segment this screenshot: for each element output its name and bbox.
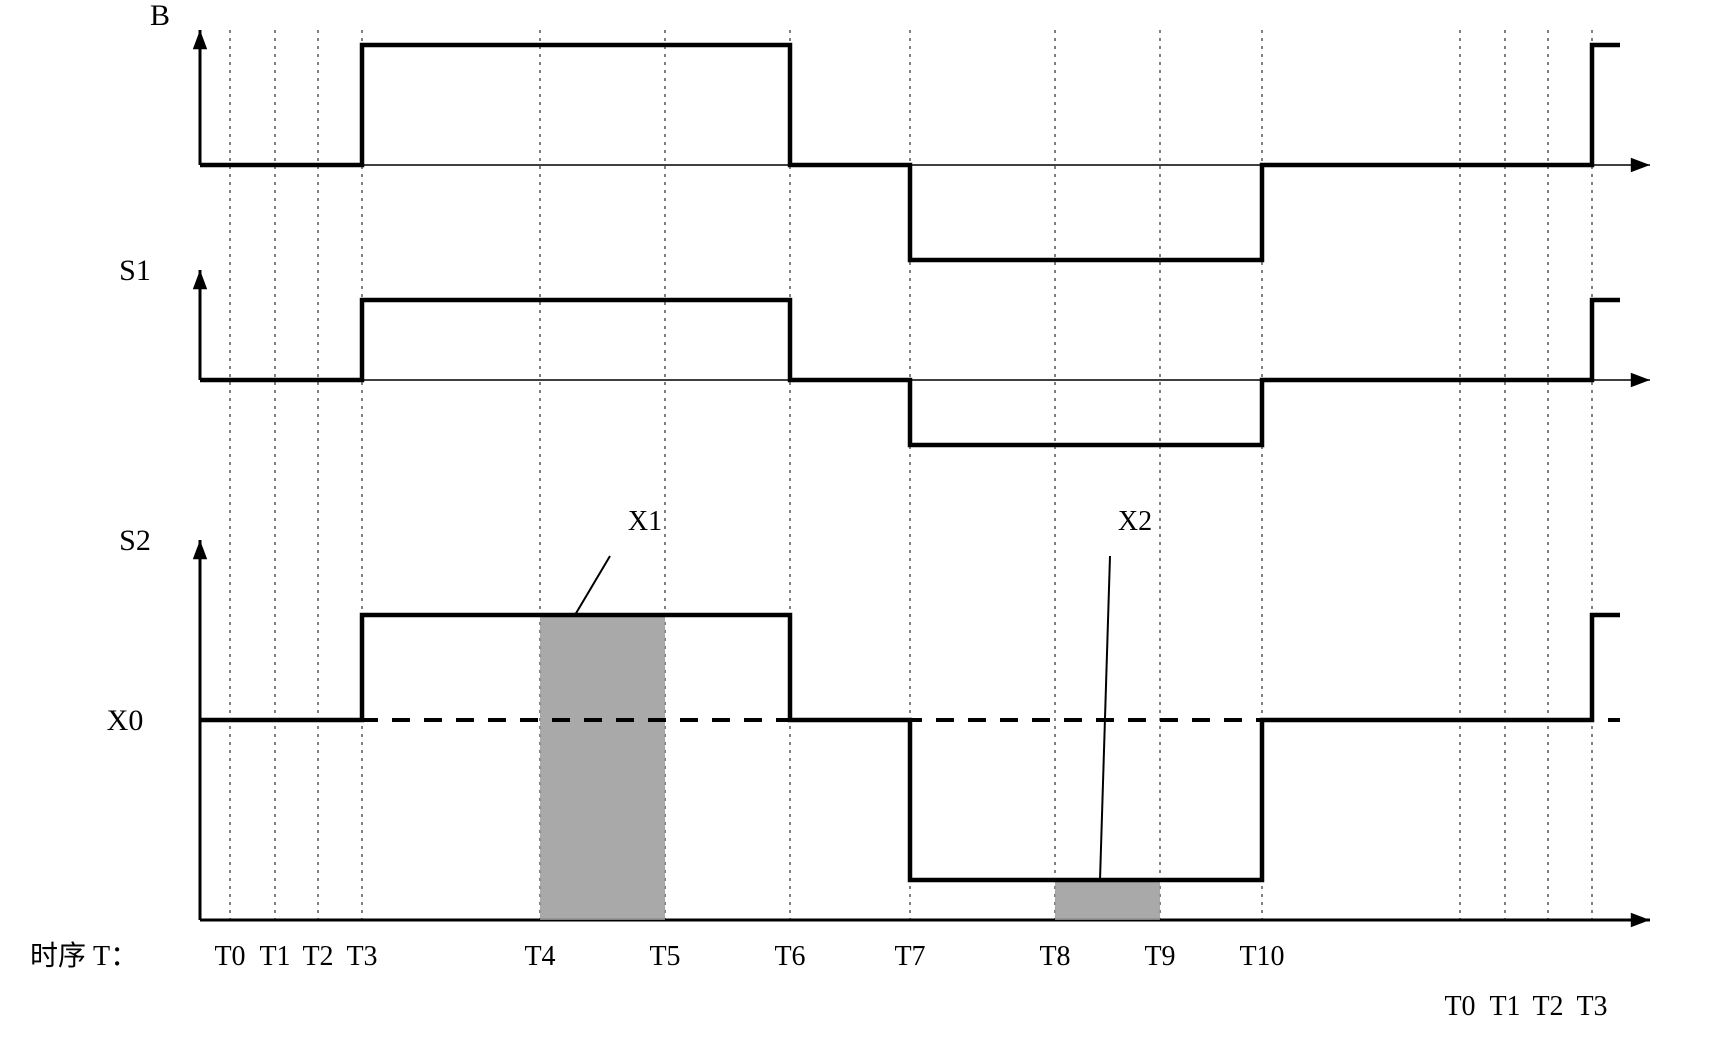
svg-text:T0: T0 [1444,991,1475,1022]
svg-text:T3: T3 [1576,991,1607,1022]
svg-text:T2: T2 [302,941,333,972]
svg-text:X1: X1 [628,506,662,537]
svg-text:T0: T0 [214,941,245,972]
svg-text:T10: T10 [1239,941,1284,972]
svg-text:X2: X2 [1118,506,1152,537]
svg-text:S1: S1 [119,254,151,287]
svg-text:X0: X0 [107,704,144,737]
timing-diagram: B S1 S2 X0 X1 X2 时序 T： T0 T1 T2 T3 T4 T5 T6 T7 T8 T9 T10 T… [0,0,1726,1046]
svg-text:T1: T1 [259,941,290,972]
svg-text:T9: T9 [1144,941,1175,972]
svg-text:T8: T8 [1039,941,1070,972]
svg-text:T4: T4 [524,941,555,972]
svg-text:时序 T：: 时序 T： [30,940,138,972]
svg-text:S2: S2 [119,524,151,557]
svg-text:T7: T7 [894,941,925,972]
svg-text:T1: T1 [1489,991,1520,1022]
svg-text:T6: T6 [774,941,805,972]
svg-text:T3: T3 [346,941,377,972]
svg-text:T2: T2 [1532,991,1563,1022]
svg-text:B: B [150,0,170,32]
svg-text:T5: T5 [649,941,680,972]
